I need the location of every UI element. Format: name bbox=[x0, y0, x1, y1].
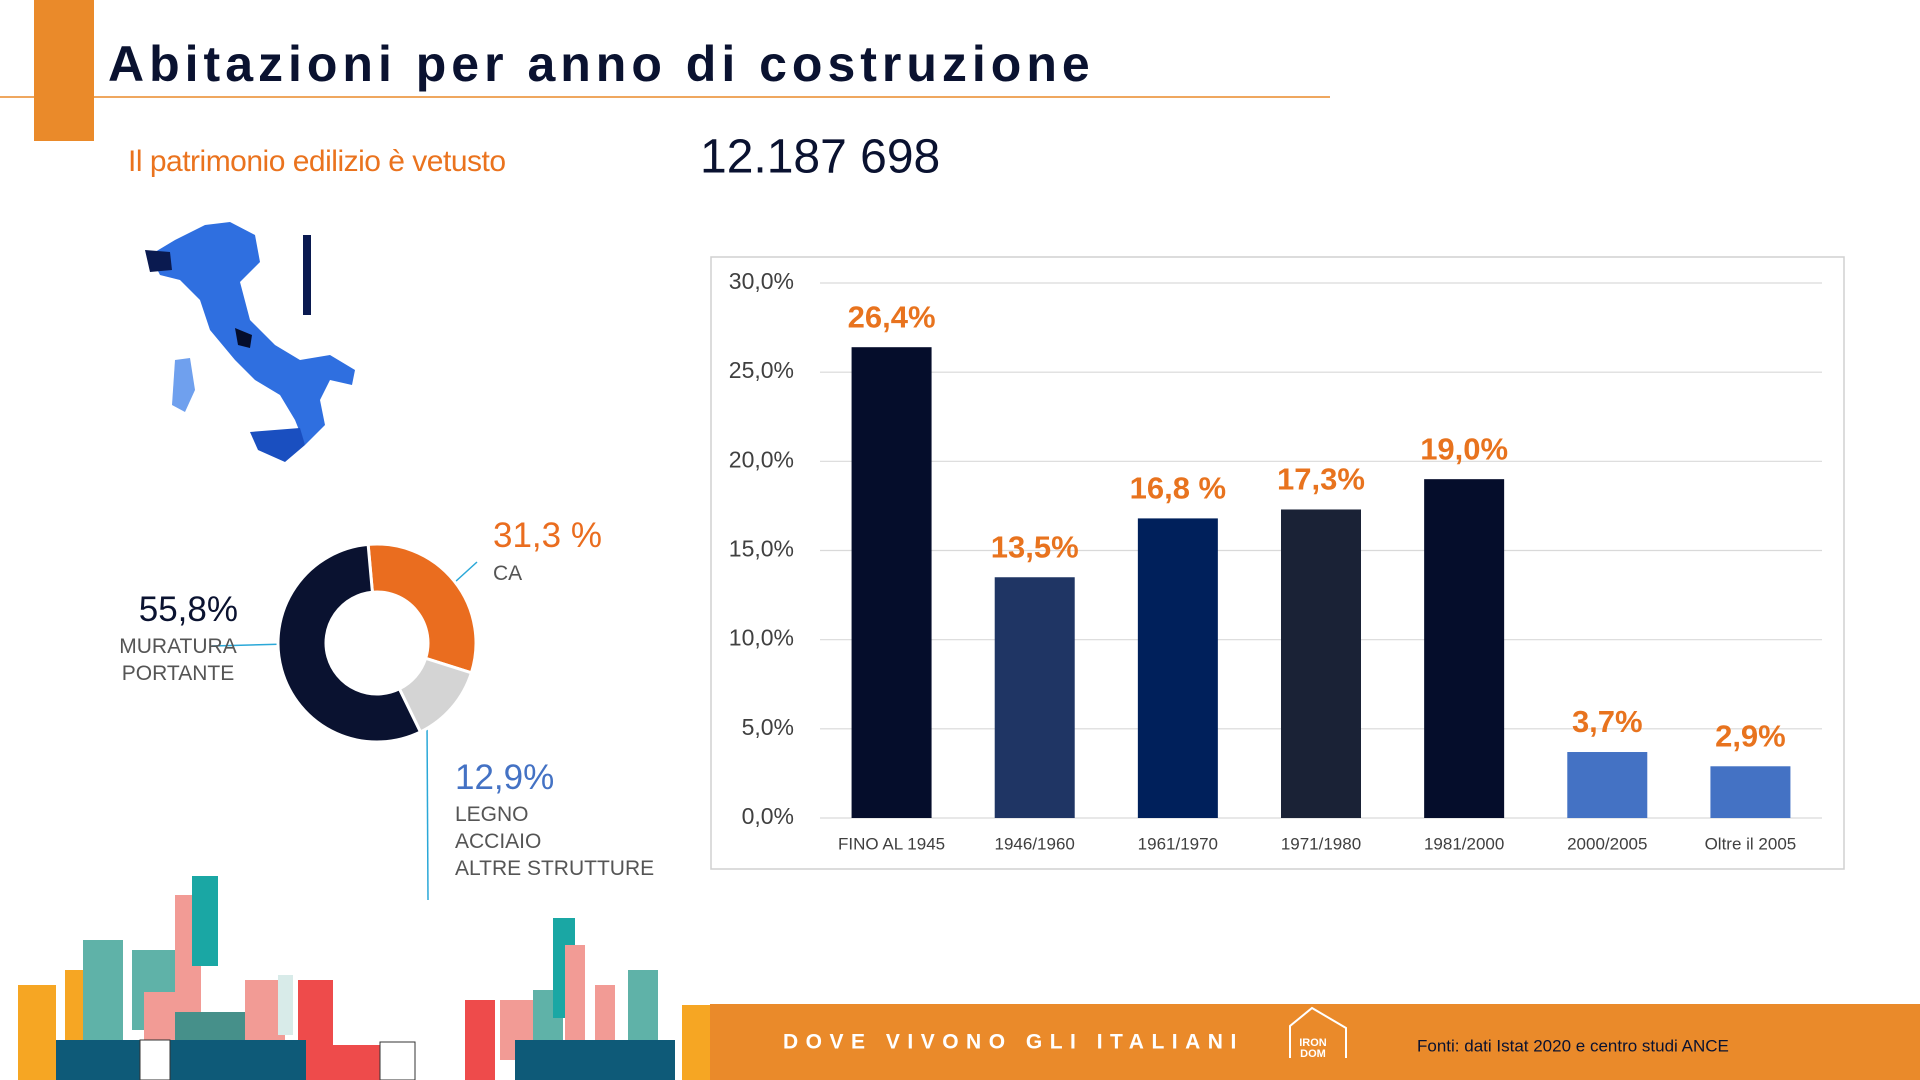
bar bbox=[1710, 766, 1791, 818]
x-tick-label: FINO AL 1945 bbox=[838, 834, 945, 853]
value-label: 2,9% bbox=[1715, 718, 1786, 753]
total: 12.187 698 bbox=[700, 131, 940, 184]
value-label: 17,3% bbox=[1277, 462, 1365, 497]
donut-category-label: CA bbox=[493, 562, 523, 585]
header-block bbox=[34, 0, 94, 141]
y-tick-label: 30,0% bbox=[729, 268, 794, 294]
leader-line bbox=[454, 561, 478, 583]
leader-line bbox=[426, 719, 429, 901]
x-tick-label: 1981/2000 bbox=[1424, 834, 1504, 853]
donut-value-label: 55,8% bbox=[138, 590, 238, 629]
donut-slice bbox=[366, 542, 478, 675]
value-label: 19,0% bbox=[1420, 431, 1508, 466]
footer-band bbox=[710, 1004, 1920, 1080]
x-tick-label: Oltre il 2005 bbox=[1705, 834, 1797, 853]
footer-text: DOVE VIVONO GLI ITALIANI bbox=[783, 1031, 1244, 1054]
donut-category-label: MURATURA PORTANTE bbox=[119, 635, 237, 685]
x-tick-label: 1946/1960 bbox=[995, 834, 1075, 853]
logo-text: DOM bbox=[1300, 1048, 1326, 1060]
value-label: 3,7% bbox=[1572, 704, 1643, 739]
y-tick-label: 10,0% bbox=[729, 625, 794, 651]
logo-house bbox=[1289, 1006, 1347, 1058]
value-label: 16,8 % bbox=[1130, 471, 1227, 506]
bar bbox=[1567, 752, 1648, 818]
y-tick-label: 0,0% bbox=[742, 803, 794, 829]
bar bbox=[1424, 479, 1505, 818]
y-tick-label: 15,0% bbox=[729, 536, 794, 562]
source: Fonti: dati Istat 2020 e centro studi AN… bbox=[1417, 1036, 1729, 1055]
value-label: 26,4% bbox=[848, 299, 936, 334]
donut-slice bbox=[276, 542, 423, 744]
logo-text: IRON bbox=[1299, 1037, 1327, 1049]
x-tick-label: 1971/1980 bbox=[1281, 834, 1361, 853]
y-tick-label: 20,0% bbox=[729, 446, 794, 472]
donut-value-label: 31,3 % bbox=[493, 516, 602, 555]
bar bbox=[851, 347, 932, 818]
leader-line bbox=[211, 643, 289, 647]
skyline bbox=[18, 876, 710, 1080]
italy-map bbox=[145, 222, 355, 462]
donut-value-label: 12,9% bbox=[455, 758, 555, 797]
x-tick-label: 1961/1970 bbox=[1138, 834, 1218, 853]
y-tick-label: 25,0% bbox=[729, 357, 794, 383]
donut-category-label: LEGNO ACCIAIO ALTRE STRUTTURE bbox=[455, 803, 655, 880]
y-tick-label: 5,0% bbox=[742, 714, 794, 740]
subtitle: Il patrimonio edilizio è vetusto bbox=[128, 145, 506, 178]
title: Abitazioni per anno di costruzione bbox=[108, 36, 1095, 92]
bar bbox=[1281, 509, 1361, 818]
bar bbox=[994, 577, 1075, 818]
bar bbox=[1137, 518, 1218, 818]
value-label: 13,5% bbox=[991, 529, 1079, 564]
x-tick-label: 2000/2005 bbox=[1567, 834, 1647, 853]
